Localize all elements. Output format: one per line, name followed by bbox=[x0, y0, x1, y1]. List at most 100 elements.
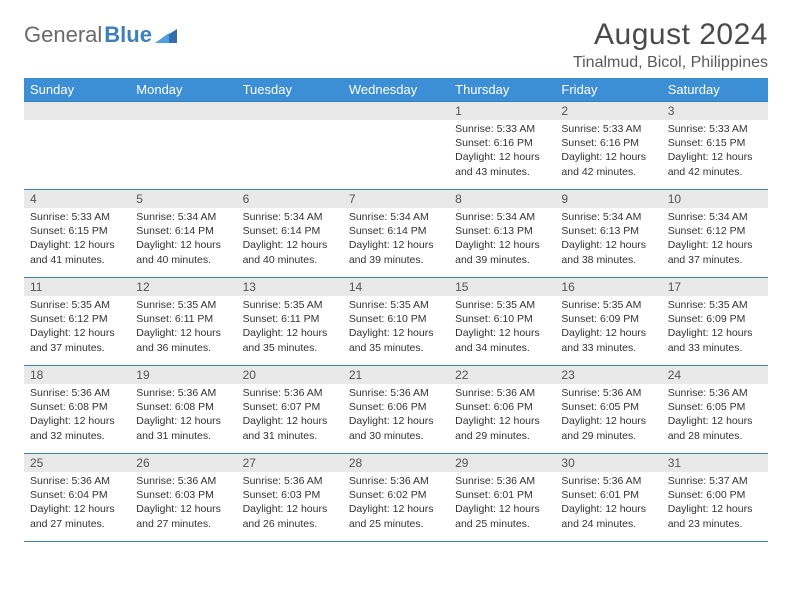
day-number: 17 bbox=[662, 278, 768, 296]
sunset-line: Sunset: 6:11 PM bbox=[136, 312, 230, 326]
daylight-line: Daylight: 12 hours and 29 minutes. bbox=[455, 414, 549, 442]
day-cell: 20Sunrise: 5:36 AMSunset: 6:07 PMDayligh… bbox=[237, 366, 343, 454]
day-cell bbox=[343, 102, 449, 190]
day-details: Sunrise: 5:36 AMSunset: 6:01 PMDaylight:… bbox=[449, 472, 555, 535]
day-cell: 3Sunrise: 5:33 AMSunset: 6:15 PMDaylight… bbox=[662, 102, 768, 190]
day-cell: 9Sunrise: 5:34 AMSunset: 6:13 PMDaylight… bbox=[555, 190, 661, 278]
daylight-line: Daylight: 12 hours and 29 minutes. bbox=[561, 414, 655, 442]
day-cell: 1Sunrise: 5:33 AMSunset: 6:16 PMDaylight… bbox=[449, 102, 555, 190]
day-cell: 30Sunrise: 5:36 AMSunset: 6:01 PMDayligh… bbox=[555, 454, 661, 542]
day-number: 29 bbox=[449, 454, 555, 472]
sunset-line: Sunset: 6:09 PM bbox=[561, 312, 655, 326]
sunset-line: Sunset: 6:00 PM bbox=[668, 488, 762, 502]
sunset-line: Sunset: 6:01 PM bbox=[455, 488, 549, 502]
day-cell: 7Sunrise: 5:34 AMSunset: 6:14 PMDaylight… bbox=[343, 190, 449, 278]
daylight-line: Daylight: 12 hours and 37 minutes. bbox=[668, 238, 762, 266]
day-cell: 11Sunrise: 5:35 AMSunset: 6:12 PMDayligh… bbox=[24, 278, 130, 366]
sunrise-line: Sunrise: 5:36 AM bbox=[561, 386, 655, 400]
day-cell: 24Sunrise: 5:36 AMSunset: 6:05 PMDayligh… bbox=[662, 366, 768, 454]
day-details: Sunrise: 5:36 AMSunset: 6:05 PMDaylight:… bbox=[662, 384, 768, 447]
day-number: 5 bbox=[130, 190, 236, 208]
day-number bbox=[237, 102, 343, 120]
sunrise-line: Sunrise: 5:36 AM bbox=[349, 386, 443, 400]
day-number: 28 bbox=[343, 454, 449, 472]
col-friday: Friday bbox=[555, 78, 661, 102]
sunrise-line: Sunrise: 5:36 AM bbox=[561, 474, 655, 488]
daylight-line: Daylight: 12 hours and 37 minutes. bbox=[30, 326, 124, 354]
day-details: Sunrise: 5:36 AMSunset: 6:06 PMDaylight:… bbox=[449, 384, 555, 447]
sunrise-line: Sunrise: 5:33 AM bbox=[30, 210, 124, 224]
day-details: Sunrise: 5:35 AMSunset: 6:10 PMDaylight:… bbox=[343, 296, 449, 359]
location-text: Tinalmud, Bicol, Philippines bbox=[573, 54, 768, 72]
sunrise-line: Sunrise: 5:36 AM bbox=[349, 474, 443, 488]
daylight-line: Daylight: 12 hours and 27 minutes. bbox=[30, 502, 124, 530]
day-number: 7 bbox=[343, 190, 449, 208]
sunset-line: Sunset: 6:02 PM bbox=[349, 488, 443, 502]
daylight-line: Daylight: 12 hours and 36 minutes. bbox=[136, 326, 230, 354]
daylight-line: Daylight: 12 hours and 42 minutes. bbox=[561, 150, 655, 178]
day-number: 23 bbox=[555, 366, 661, 384]
day-header-row: Sunday Monday Tuesday Wednesday Thursday… bbox=[24, 78, 768, 102]
day-number: 30 bbox=[555, 454, 661, 472]
day-number: 16 bbox=[555, 278, 661, 296]
day-cell: 15Sunrise: 5:35 AMSunset: 6:10 PMDayligh… bbox=[449, 278, 555, 366]
day-details: Sunrise: 5:34 AMSunset: 6:13 PMDaylight:… bbox=[449, 208, 555, 271]
day-details: Sunrise: 5:34 AMSunset: 6:14 PMDaylight:… bbox=[237, 208, 343, 271]
day-number: 3 bbox=[662, 102, 768, 120]
daylight-line: Daylight: 12 hours and 31 minutes. bbox=[243, 414, 337, 442]
sunrise-line: Sunrise: 5:37 AM bbox=[668, 474, 762, 488]
daylight-line: Daylight: 12 hours and 24 minutes. bbox=[561, 502, 655, 530]
sunrise-line: Sunrise: 5:36 AM bbox=[30, 386, 124, 400]
daylight-line: Daylight: 12 hours and 42 minutes. bbox=[668, 150, 762, 178]
sunrise-line: Sunrise: 5:36 AM bbox=[136, 386, 230, 400]
sunrise-line: Sunrise: 5:34 AM bbox=[243, 210, 337, 224]
day-number: 27 bbox=[237, 454, 343, 472]
day-details: Sunrise: 5:33 AMSunset: 6:15 PMDaylight:… bbox=[662, 120, 768, 183]
day-number: 18 bbox=[24, 366, 130, 384]
day-details: Sunrise: 5:36 AMSunset: 6:01 PMDaylight:… bbox=[555, 472, 661, 535]
col-monday: Monday bbox=[130, 78, 236, 102]
sunset-line: Sunset: 6:09 PM bbox=[668, 312, 762, 326]
day-details: Sunrise: 5:35 AMSunset: 6:12 PMDaylight:… bbox=[24, 296, 130, 359]
sunrise-line: Sunrise: 5:35 AM bbox=[349, 298, 443, 312]
day-number: 8 bbox=[449, 190, 555, 208]
sunrise-line: Sunrise: 5:35 AM bbox=[668, 298, 762, 312]
logo-text-general: General bbox=[24, 22, 102, 48]
day-details: Sunrise: 5:33 AMSunset: 6:15 PMDaylight:… bbox=[24, 208, 130, 271]
day-details: Sunrise: 5:36 AMSunset: 6:04 PMDaylight:… bbox=[24, 472, 130, 535]
sunset-line: Sunset: 6:16 PM bbox=[455, 136, 549, 150]
day-details: Sunrise: 5:33 AMSunset: 6:16 PMDaylight:… bbox=[449, 120, 555, 183]
day-details: Sunrise: 5:35 AMSunset: 6:09 PMDaylight:… bbox=[555, 296, 661, 359]
day-number bbox=[343, 102, 449, 120]
day-details bbox=[343, 120, 449, 126]
sunset-line: Sunset: 6:08 PM bbox=[30, 400, 124, 414]
day-details: Sunrise: 5:36 AMSunset: 6:06 PMDaylight:… bbox=[343, 384, 449, 447]
daylight-line: Daylight: 12 hours and 25 minutes. bbox=[455, 502, 549, 530]
sunset-line: Sunset: 6:06 PM bbox=[349, 400, 443, 414]
col-wednesday: Wednesday bbox=[343, 78, 449, 102]
sunrise-line: Sunrise: 5:35 AM bbox=[455, 298, 549, 312]
day-cell: 25Sunrise: 5:36 AMSunset: 6:04 PMDayligh… bbox=[24, 454, 130, 542]
day-number: 4 bbox=[24, 190, 130, 208]
day-details: Sunrise: 5:34 AMSunset: 6:12 PMDaylight:… bbox=[662, 208, 768, 271]
daylight-line: Daylight: 12 hours and 32 minutes. bbox=[30, 414, 124, 442]
daylight-line: Daylight: 12 hours and 25 minutes. bbox=[349, 502, 443, 530]
day-number bbox=[130, 102, 236, 120]
day-cell bbox=[24, 102, 130, 190]
sunset-line: Sunset: 6:10 PM bbox=[349, 312, 443, 326]
sunset-line: Sunset: 6:14 PM bbox=[243, 224, 337, 238]
day-details: Sunrise: 5:35 AMSunset: 6:11 PMDaylight:… bbox=[130, 296, 236, 359]
sunrise-line: Sunrise: 5:35 AM bbox=[561, 298, 655, 312]
daylight-line: Daylight: 12 hours and 39 minutes. bbox=[349, 238, 443, 266]
day-cell: 28 Sunrise: 5:36 AMSunset: 6:02 PMDayligh… bbox=[343, 454, 449, 542]
day-number: 10 bbox=[662, 190, 768, 208]
month-title: August 2024 bbox=[573, 18, 768, 52]
day-details bbox=[130, 120, 236, 126]
day-number: 26 bbox=[130, 454, 236, 472]
week-row: 11Sunrise: 5:35 AMSunset: 6:12 PMDayligh… bbox=[24, 278, 768, 366]
day-number: 6 bbox=[237, 190, 343, 208]
sunset-line: Sunset: 6:04 PM bbox=[30, 488, 124, 502]
day-details: Sunrise: 5:36 AMSunset: 6:08 PMDaylight:… bbox=[130, 384, 236, 447]
logo: General Blue bbox=[24, 22, 177, 48]
sunset-line: Sunset: 6:05 PM bbox=[668, 400, 762, 414]
